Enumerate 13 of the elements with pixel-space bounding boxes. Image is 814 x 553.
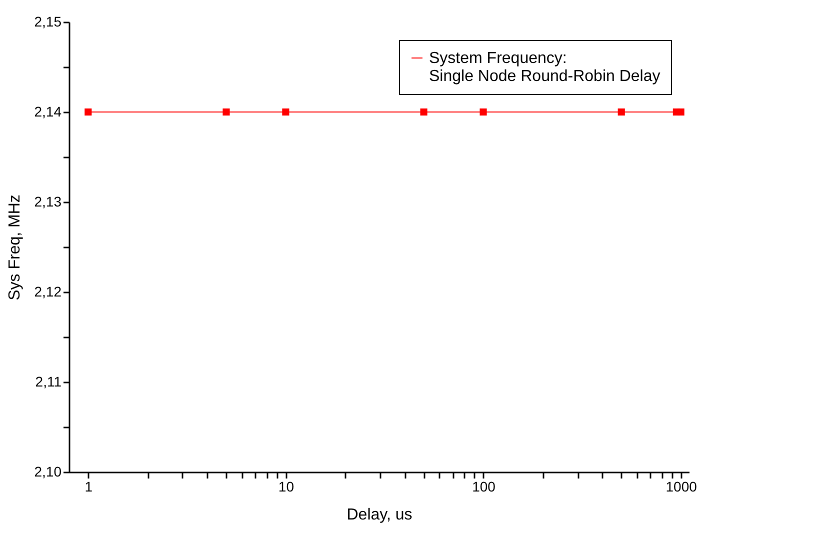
y-axis-title: Sys Freq, MHz: [6, 194, 24, 300]
y-tick-label: 2,13: [34, 194, 62, 210]
x-tick-label: 10: [278, 478, 294, 494]
x-tick-label: 100: [472, 478, 496, 494]
x-tick-label: 1: [84, 478, 93, 494]
x-tick-label: 1000: [666, 478, 698, 494]
y-tick-label: 2,15: [34, 14, 62, 30]
legend-label: System Frequency: Single Node Round-Robin Delay: [429, 50, 660, 85]
y-tick-label: 2,10: [34, 464, 62, 480]
y-tick-label: 2,14: [34, 104, 62, 120]
y-tick-label: 2,12: [34, 284, 62, 300]
y-tick-label: 2,11: [35, 374, 62, 390]
x-axis-title: Delay, us: [346, 506, 412, 524]
